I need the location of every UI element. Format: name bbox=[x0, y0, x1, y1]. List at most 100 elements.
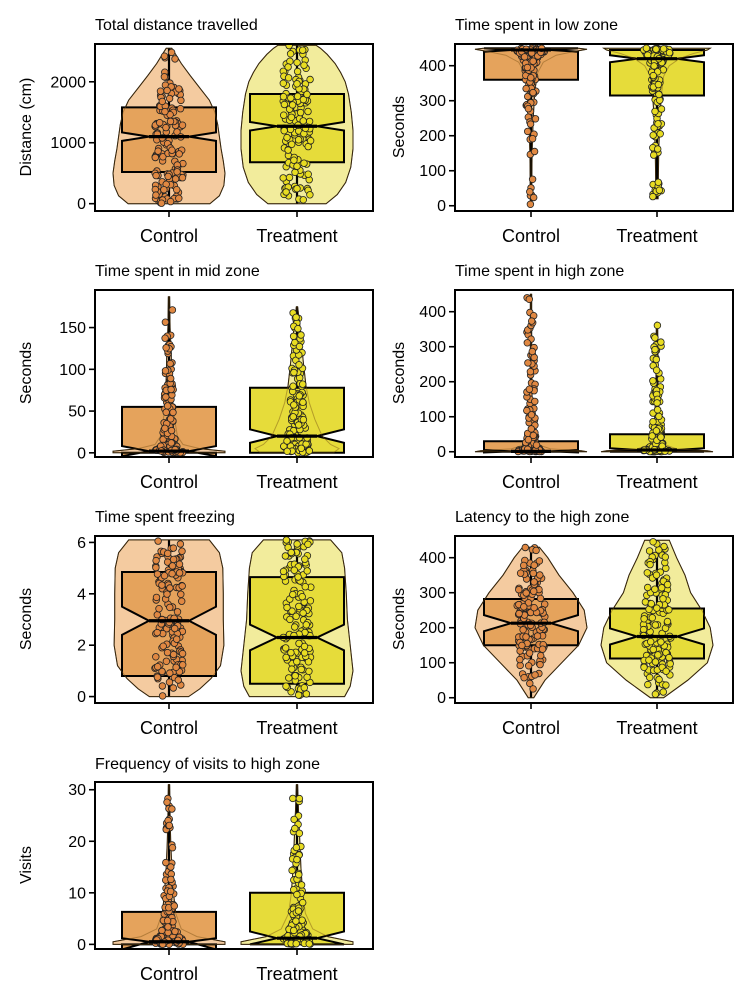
data-point bbox=[293, 855, 301, 864]
data-point bbox=[163, 86, 171, 95]
data-point bbox=[536, 571, 544, 579]
y-tick-label: 0 bbox=[77, 196, 86, 213]
category-label-control: Control bbox=[140, 718, 198, 738]
data-point bbox=[287, 113, 296, 121]
panel-title: Time spent in mid zone bbox=[95, 263, 260, 280]
plot-frame bbox=[94, 43, 374, 212]
data-point bbox=[521, 543, 529, 552]
data-point bbox=[178, 173, 187, 182]
panel-title: Time spent freezing bbox=[95, 509, 235, 526]
data-point bbox=[153, 570, 162, 578]
data-point bbox=[282, 653, 290, 662]
data-point bbox=[300, 642, 309, 651]
data-point bbox=[155, 605, 163, 613]
data-point bbox=[661, 553, 669, 561]
data-point bbox=[177, 597, 186, 605]
panel-mid-zone: Time spent in mid zone Seconds 0 50 100 150… bbox=[18, 263, 374, 492]
y-tick-label: 0 bbox=[437, 690, 446, 707]
data-point bbox=[156, 87, 165, 95]
data-point bbox=[164, 172, 172, 181]
data-point bbox=[167, 875, 175, 884]
data-point bbox=[292, 917, 300, 925]
y-axis-label: Seconds bbox=[18, 342, 35, 404]
y-axis-label: Seconds bbox=[391, 96, 408, 158]
data-point bbox=[291, 623, 299, 631]
data-point bbox=[530, 147, 539, 156]
plot-frame bbox=[454, 289, 734, 458]
data-point bbox=[162, 344, 170, 352]
data-point bbox=[163, 402, 172, 410]
data-point bbox=[293, 184, 301, 193]
box-treatment bbox=[609, 607, 705, 660]
data-point bbox=[665, 606, 673, 614]
y-tick-label: 6 bbox=[77, 535, 86, 552]
data-point bbox=[288, 140, 296, 148]
data-point bbox=[294, 136, 303, 144]
data-point bbox=[654, 178, 662, 186]
data-point bbox=[653, 604, 661, 612]
data-point bbox=[175, 569, 184, 577]
data-point bbox=[529, 569, 537, 577]
data-point bbox=[295, 361, 303, 369]
data-point bbox=[651, 621, 660, 629]
data-point bbox=[294, 907, 303, 915]
data-point bbox=[292, 843, 301, 852]
data-point bbox=[171, 55, 179, 63]
data-point bbox=[177, 590, 185, 598]
panel-title: Total distance travelled bbox=[95, 17, 258, 34]
data-point bbox=[536, 594, 545, 603]
data-point bbox=[304, 170, 312, 178]
y-tick-label: 0 bbox=[437, 198, 446, 215]
data-point bbox=[172, 185, 181, 194]
data-point bbox=[651, 585, 659, 593]
y-tick-label: 100 bbox=[59, 362, 86, 379]
data-point bbox=[291, 672, 299, 680]
data-point bbox=[526, 120, 535, 128]
y-tick-label: 0 bbox=[77, 689, 86, 706]
data-point bbox=[665, 653, 673, 662]
data-point bbox=[176, 104, 185, 113]
data-point bbox=[172, 635, 181, 643]
data-point bbox=[153, 628, 161, 637]
category-label-treatment: Treatment bbox=[616, 472, 697, 492]
data-point bbox=[171, 175, 180, 183]
data-point bbox=[530, 587, 538, 595]
data-point bbox=[152, 191, 160, 199]
data-point bbox=[160, 52, 169, 60]
data-point bbox=[530, 193, 538, 202]
data-point bbox=[166, 669, 174, 677]
data-point bbox=[655, 186, 664, 194]
data-point bbox=[652, 571, 661, 579]
data-point bbox=[657, 105, 666, 113]
y-tick-label: 50 bbox=[68, 404, 86, 421]
data-point bbox=[298, 593, 306, 601]
category-label-treatment: Treatment bbox=[256, 226, 337, 246]
data-point bbox=[168, 146, 176, 154]
violin-outline-treatment bbox=[240, 539, 354, 698]
data-point bbox=[168, 562, 177, 570]
data-point bbox=[663, 580, 672, 589]
data-point bbox=[300, 649, 309, 657]
data-point bbox=[524, 599, 533, 607]
data-point bbox=[652, 427, 661, 435]
data-point bbox=[297, 881, 306, 889]
panel-title: Time spent in low zone bbox=[455, 17, 618, 34]
data-point bbox=[299, 898, 307, 907]
data-point bbox=[305, 117, 314, 126]
data-point bbox=[299, 380, 307, 388]
data-point bbox=[649, 645, 657, 654]
data-point bbox=[169, 544, 178, 552]
data-point bbox=[302, 690, 311, 698]
data-point bbox=[175, 150, 183, 158]
data-point bbox=[515, 586, 523, 594]
category-label-control: Control bbox=[140, 964, 198, 984]
data-point bbox=[295, 602, 303, 611]
panel-high-zone: Time spent in high zone Seconds 0 100 200 3… bbox=[391, 263, 734, 492]
data-point bbox=[531, 397, 539, 406]
data-point bbox=[654, 145, 662, 153]
data-point bbox=[151, 153, 159, 162]
data-point bbox=[283, 437, 291, 445]
y-tick-label: 150 bbox=[59, 320, 86, 337]
box-treatment bbox=[249, 576, 345, 685]
y-tick-label: 200 bbox=[419, 128, 446, 145]
